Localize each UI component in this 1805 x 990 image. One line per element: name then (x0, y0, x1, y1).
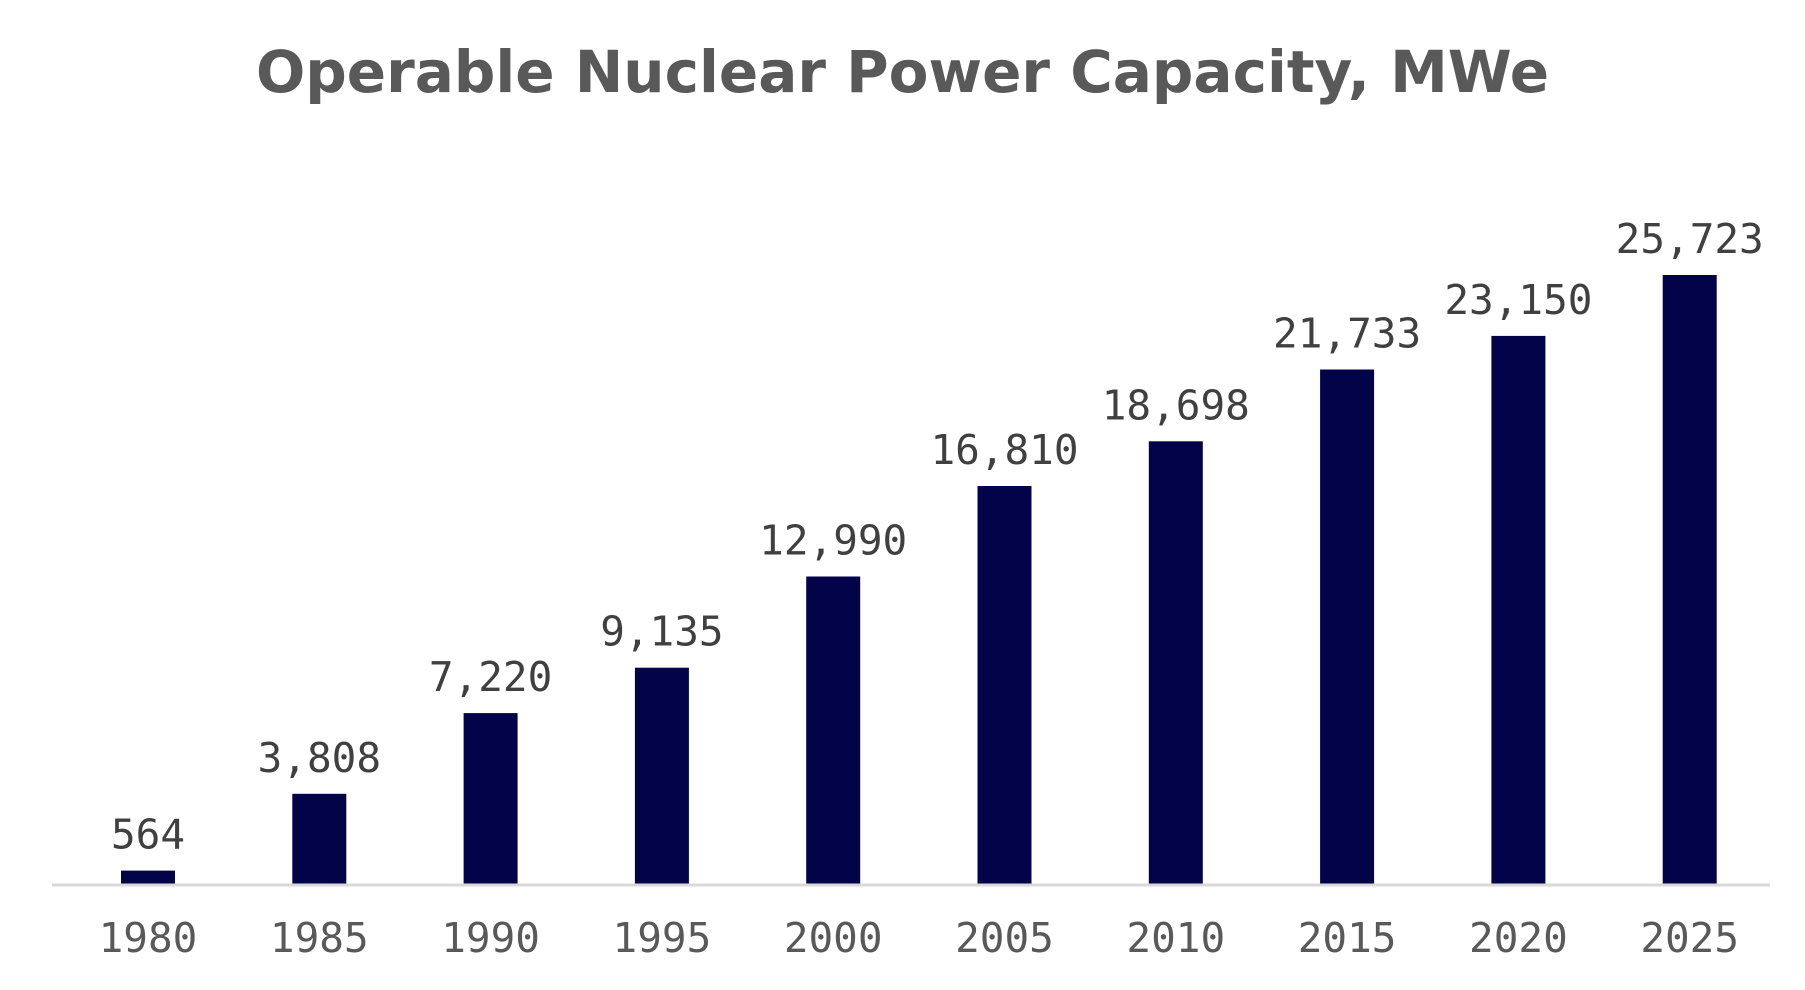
data-label-2005: 16,810 (930, 426, 1078, 474)
x-tick-label-1980: 1980 (99, 914, 198, 962)
bar-2000 (806, 576, 861, 884)
x-tick-label-2025: 2025 (1640, 914, 1739, 962)
x-tick-label-1985: 1985 (270, 914, 369, 962)
bar-1980 (121, 870, 175, 884)
x-tick-label-1995: 1995 (613, 914, 712, 962)
bar-2025 (1662, 275, 1717, 884)
data-label-1995: 9,135 (600, 608, 723, 656)
bar-2015 (1320, 369, 1375, 884)
x-tick-label-2010: 2010 (1126, 914, 1225, 962)
bar-1985 (292, 793, 347, 884)
data-label-2000: 12,990 (759, 517, 907, 565)
bar-2005 (977, 486, 1032, 884)
data-label-1990: 7,220 (429, 653, 552, 701)
data-label-2015: 21,733 (1273, 310, 1421, 358)
data-label-1985: 3,808 (258, 734, 381, 782)
data-label-2010: 18,698 (1102, 381, 1250, 429)
x-tick-label-2020: 2020 (1469, 914, 1568, 962)
bar-2010 (1148, 441, 1203, 884)
x-tick-label-1990: 1990 (441, 914, 540, 962)
x-tick-label-2005: 2005 (955, 914, 1054, 962)
data-label-1980: 564 (111, 811, 185, 859)
bars-layer (121, 275, 1717, 884)
data-label-2025: 25,723 (1616, 215, 1764, 263)
x-tick-label-2000: 2000 (784, 914, 883, 962)
data-labels-layer: 564 3,808 7,220 9,135 12,990 16,810 18,698 21,7… (111, 215, 1764, 859)
x-tick-labels-layer: 1980 1985 1990 1995 2000 2005 2010 2015 2020 2025 (99, 914, 1739, 962)
data-label-2020: 23,150 (1444, 276, 1592, 324)
chart-title: Operable Nuclear Power Capacity, MWe (255, 38, 1550, 106)
bar-1990 (463, 713, 518, 884)
x-tick-label-2015: 2015 (1298, 914, 1397, 962)
bar-1995 (634, 667, 689, 884)
bar-2020 (1491, 335, 1546, 884)
